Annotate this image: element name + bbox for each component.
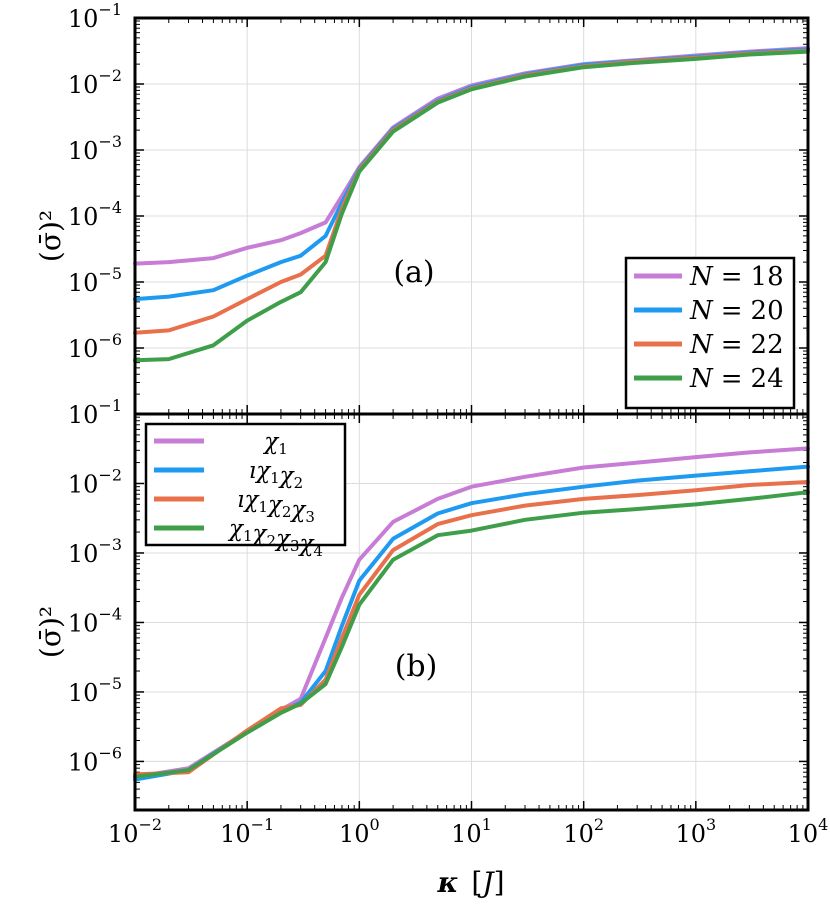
y-tick-label: 10−4 — [68, 198, 122, 231]
x-tick-label: 101 — [451, 815, 492, 848]
legend-label: χ1χ2χ3χ4 — [227, 516, 323, 560]
y-tick-label: 10−6 — [68, 330, 122, 363]
x-tick-label: 102 — [563, 815, 604, 848]
legend-label: χ1 — [262, 429, 287, 458]
panel-label-a: (a) — [393, 255, 434, 290]
panel-a: 10−1 10−2 10−3 10−4 10−5 10−6 (a) N = 18 N = 20 N = 2… — [68, 0, 810, 414]
y-tick-label: 10−5 — [68, 264, 122, 297]
x-axis-unit: J — [477, 866, 495, 899]
y-axis-label-b: (σ̄)² — [34, 606, 67, 658]
series-line-a-4 — [133, 49, 810, 363]
series-line-b-3 — [133, 480, 810, 777]
legend-label: ıχ1χ2χ3 — [237, 487, 315, 526]
series-group-a — [133, 46, 810, 363]
legend-a: N = 18 N = 20 N = 22 N = 24 — [624, 256, 796, 410]
x-ticks: 10−2 10−1 100 101 102 103 104 — [108, 815, 828, 848]
y-tick-label: 10−2 — [68, 465, 122, 498]
y-tick-label: 10−3 — [68, 132, 122, 165]
y-tick-label: 10−1 — [68, 396, 122, 429]
x-tick-label: 10−1 — [220, 815, 274, 848]
y-axis-label-a: (σ̄)² — [34, 210, 67, 262]
legend-label: N = 18 — [689, 262, 784, 292]
legend-label: ıχ1χ2 — [249, 458, 303, 492]
legend-label: N = 24 — [689, 364, 784, 394]
y-tick-label: 10−3 — [68, 535, 122, 568]
y-tick-label: 10−4 — [68, 604, 122, 637]
y-tick-label: 10−6 — [68, 743, 122, 776]
x-tick-label: 104 — [788, 815, 829, 848]
legend-label: N = 22 — [689, 330, 784, 360]
y-ticks-a: 10−1 10−2 10−3 10−4 10−5 10−6 — [68, 0, 122, 363]
y-tick-label: 10−1 — [68, 0, 122, 33]
x-axis-symbol: κ — [436, 866, 458, 899]
x-tick-label: 103 — [675, 815, 716, 848]
x-tick-label: 100 — [339, 815, 380, 848]
series-line-b-4 — [133, 490, 810, 779]
legend-box — [624, 256, 796, 410]
panel-label-b: (b) — [395, 649, 438, 684]
series-group-b — [133, 446, 810, 782]
x-axis-label: κ [J] — [436, 866, 504, 899]
legend-box — [144, 422, 347, 547]
x-tick-label: 10−2 — [108, 815, 162, 848]
legend-label: N = 20 — [689, 296, 784, 326]
y-ticks-b: 10−1 10−2 10−3 10−4 10−5 10−6 — [68, 396, 122, 776]
y-tick-label: 10−5 — [68, 674, 122, 707]
y-tick-label: 10−2 — [68, 66, 122, 99]
